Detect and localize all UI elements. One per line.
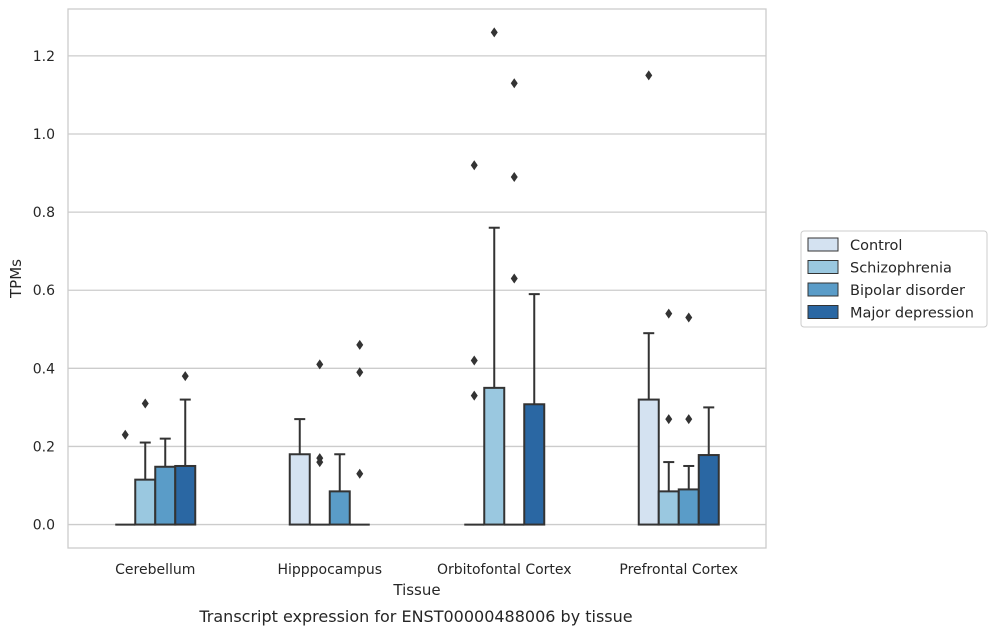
error-bars-layer (139, 226, 715, 492)
outlier-point (121, 429, 129, 440)
bar (523, 403, 546, 526)
bar (677, 488, 700, 526)
outlier-point (645, 70, 653, 81)
x-tick-label: Orbitofontal Cortex (437, 562, 572, 578)
y-tick-label: 0.0 (33, 518, 55, 534)
plot-frame (67, 8, 767, 549)
bar (174, 464, 197, 526)
outlier-point (510, 78, 518, 89)
legend-swatch (807, 282, 839, 297)
y-tick-label: 0.4 (33, 361, 55, 377)
bar (134, 478, 157, 526)
legend-swatch (807, 305, 839, 319)
outlier-point (490, 27, 498, 38)
outlier-point (356, 339, 364, 350)
legend-label: Schizophrenia (850, 261, 952, 277)
outlier-point (356, 367, 364, 378)
x-axis-label: Tissue (392, 581, 440, 599)
outlier-point (685, 414, 693, 425)
bar (483, 386, 506, 526)
outlier-point (356, 468, 364, 479)
x-tick-label: Prefrontal Cortex (619, 562, 738, 578)
outlier-point (510, 273, 518, 284)
x-tick-label: Cerebellum (115, 562, 195, 578)
grid-lines (68, 55, 766, 526)
outlier-point (470, 160, 478, 171)
y-tick-label: 1.0 (33, 127, 55, 143)
outlier-point (510, 171, 518, 182)
bar (154, 465, 177, 526)
outlier-point (316, 359, 324, 370)
legend-swatch (807, 260, 839, 274)
outlier-point (685, 312, 693, 323)
outlier-point (665, 308, 673, 319)
y-tick-label: 0.6 (33, 283, 55, 299)
legend-swatch (807, 237, 839, 252)
outlier-point (470, 390, 478, 401)
bar (328, 490, 351, 526)
y-tick-label: 1.2 (33, 49, 55, 65)
bar (697, 454, 720, 526)
y-axis-label: TPMs (7, 259, 25, 299)
outlier-point (141, 398, 149, 409)
outlier-point (470, 355, 478, 366)
legend-label: Bipolar disorder (850, 283, 965, 299)
legend: Control Schizophrenia Bipolar disorder Majo… (800, 230, 988, 328)
outliers-layer (121, 27, 693, 479)
bar (657, 490, 680, 526)
y-tick-label: 0.8 (33, 205, 55, 221)
legend-label: Control (850, 238, 902, 254)
bars-layer (115, 386, 720, 526)
x-tick-labels: Cerebellum Hipppocampus Orbitofontal Corte… (115, 562, 738, 578)
outlier-point (665, 414, 673, 425)
y-tick-label: 0.2 (33, 439, 55, 455)
bar (288, 453, 311, 526)
chart-caption: Transcript expression for ENST0000048800… (198, 607, 632, 626)
legend-label: Major depression (850, 306, 974, 322)
bar (637, 398, 660, 526)
y-tick-labels: 0.0 0.2 0.4 0.6 0.8 1.0 1.2 (33, 49, 55, 534)
outlier-point (181, 371, 189, 382)
outlier-point (316, 453, 324, 464)
legend-box (800, 230, 988, 328)
x-tick-label: Hipppocampus (277, 562, 382, 578)
